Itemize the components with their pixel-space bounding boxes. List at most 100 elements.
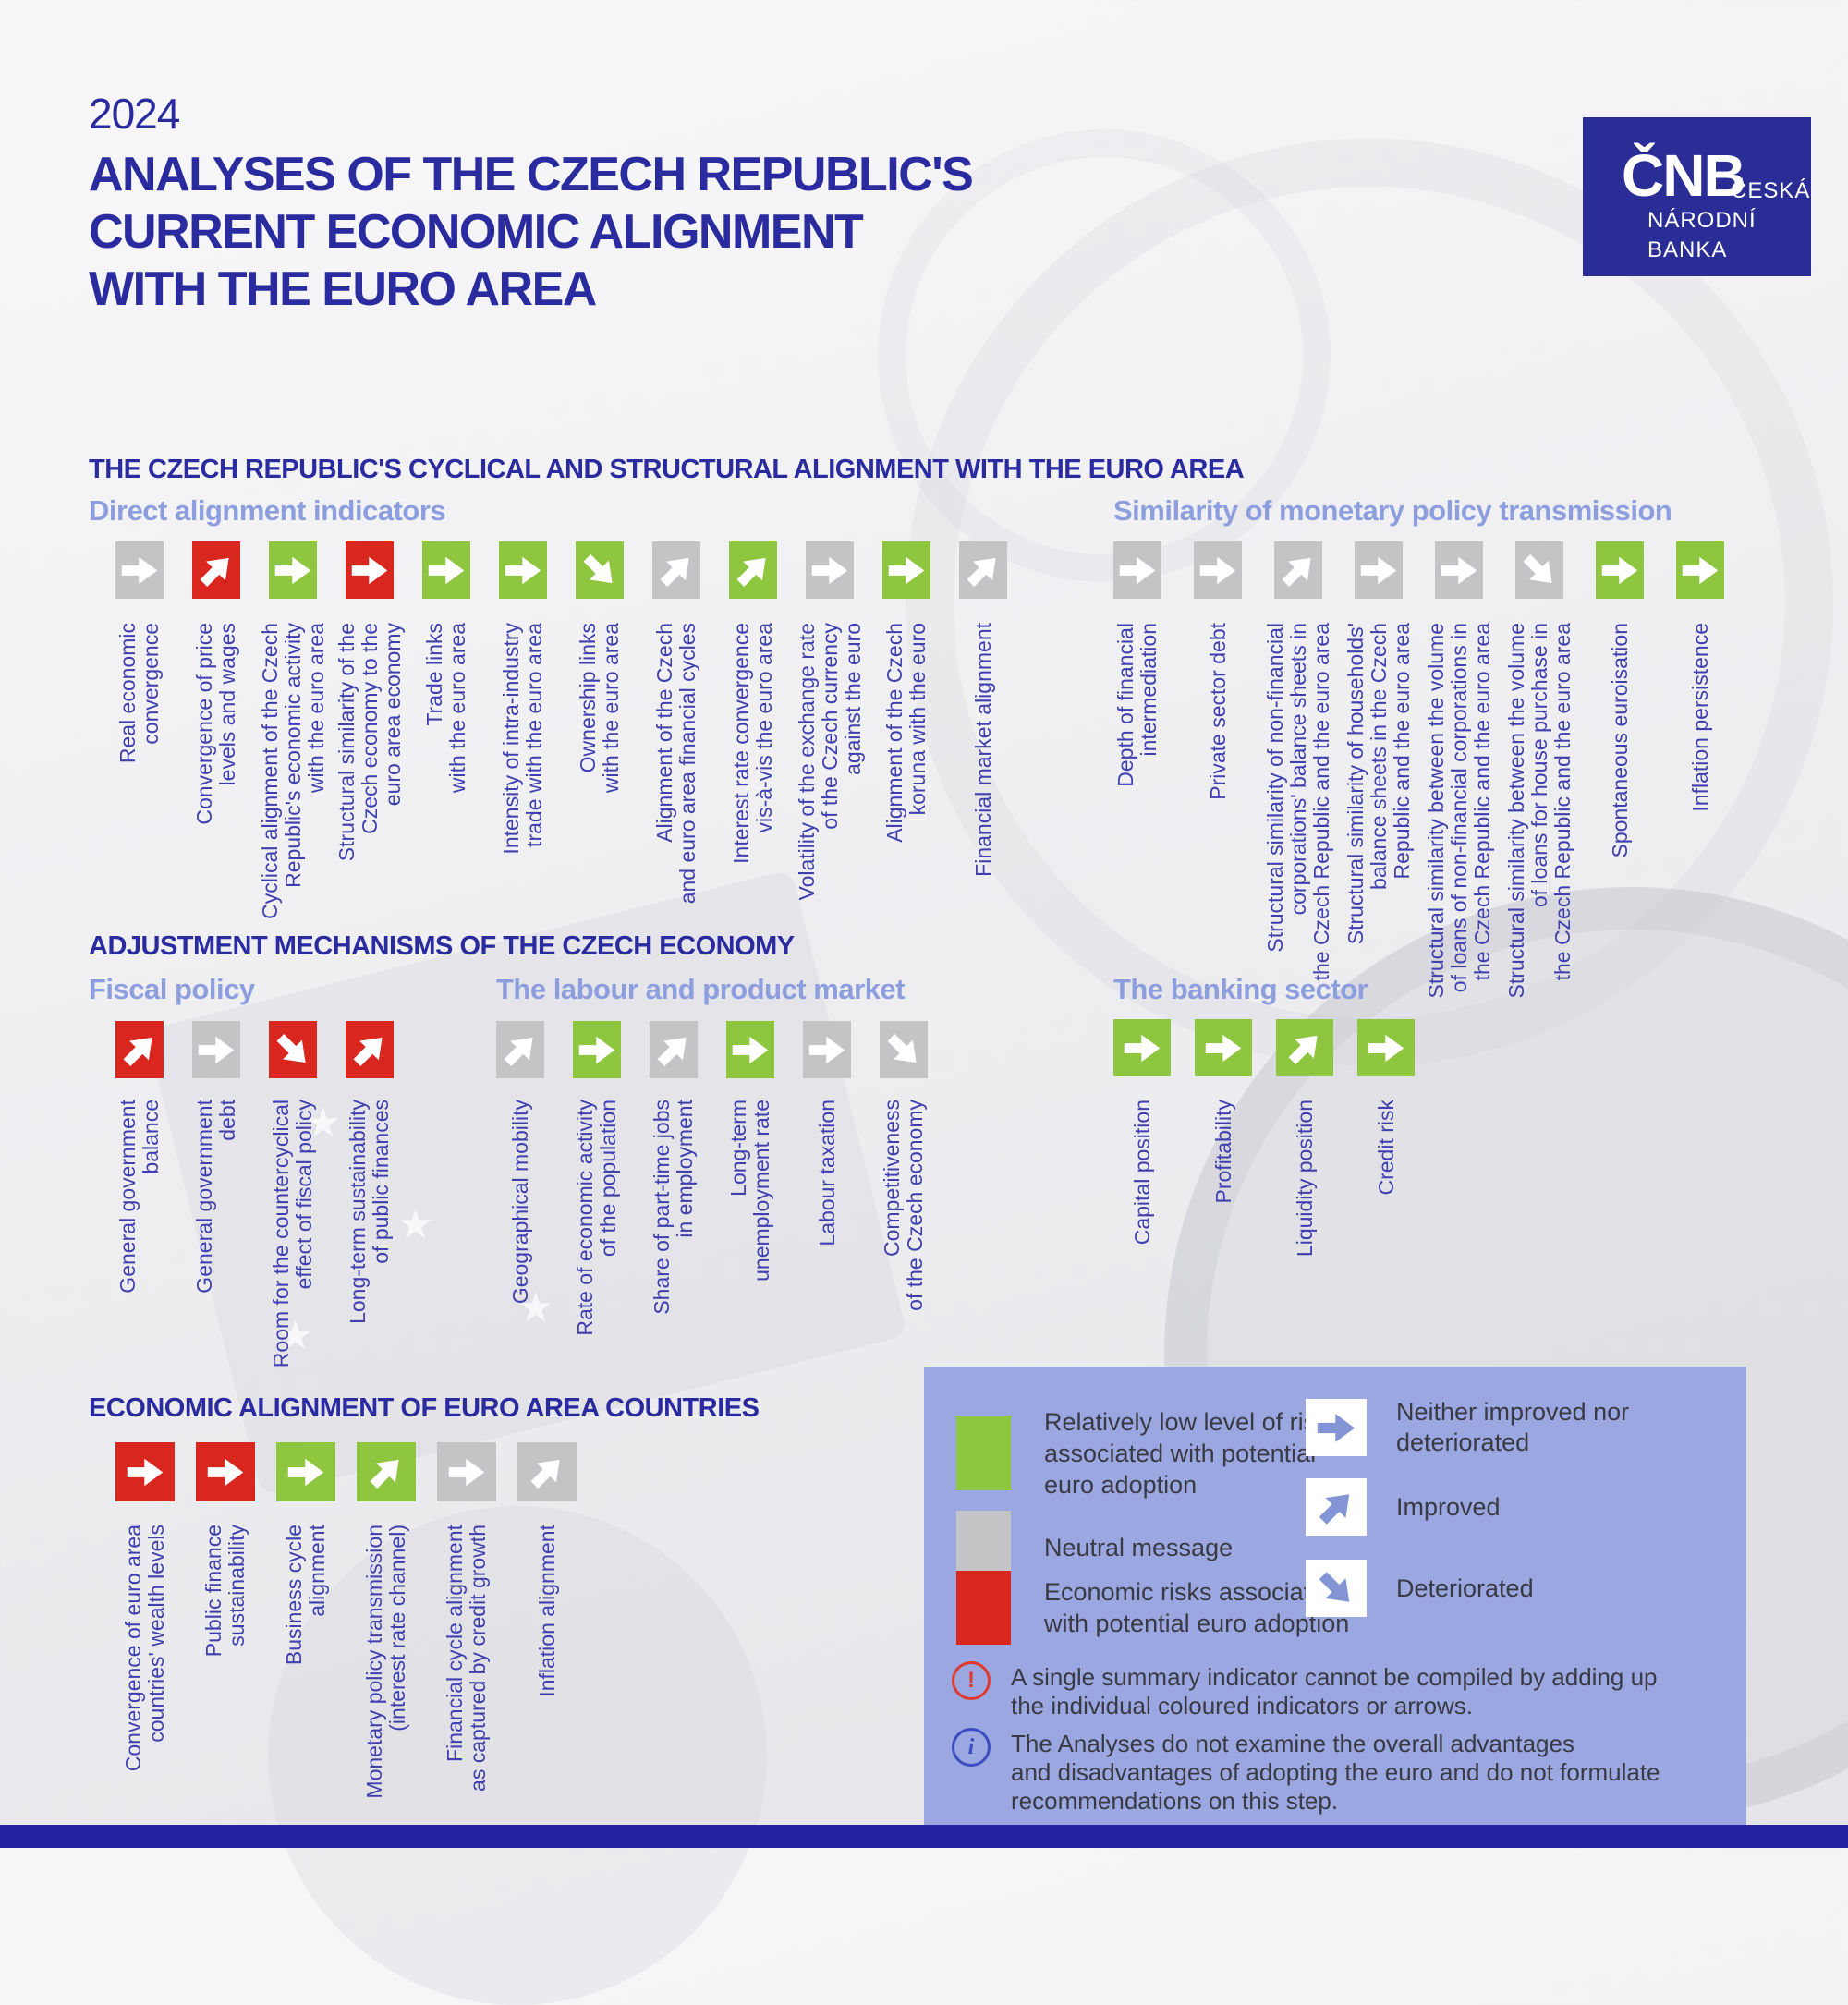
indicator-label-similarity-7: Spontaneous euroisation [1607, 623, 1632, 858]
legend-trend-improved: Improved [1306, 1478, 1501, 1536]
bottom-bar [0, 1825, 1848, 1848]
indicator-box-direct-10 [806, 541, 854, 599]
right-arrow-icon [207, 1458, 244, 1486]
indicator-box-euroarea-1 [116, 1442, 175, 1501]
indicator-label-direct-8: Alignment of the Czech and euro area fin… [652, 623, 699, 905]
indicator-label-euroarea-5: Financial cycle alignment as captured by… [443, 1525, 490, 1792]
section-title-alignment: THE CZECH REPUBLIC'S CYCLICAL AND STRUCT… [89, 455, 1245, 484]
legend-risk-green-label: Relatively low level of risk associated … [1044, 1408, 1329, 1499]
legend-trend-same-label: Neither improved nor deteriorated [1396, 1398, 1630, 1456]
legend-trend-same: Neither improved nor deteriorated [1306, 1397, 1629, 1458]
right-arrow-icon [1601, 556, 1638, 584]
indicator-box-labour-3 [650, 1021, 698, 1078]
indicator-box-banking-1 [1113, 1019, 1171, 1076]
indicator-box-euroarea-4 [357, 1442, 416, 1501]
indicator-label-direct-3: Cyclical alignment of the Czech Republic… [257, 623, 328, 919]
indicator-label-labour-4: Long-term unemployment rate [726, 1100, 773, 1282]
up-right-arrow-icon [967, 557, 996, 587]
right-arrow-icon [1441, 556, 1477, 584]
up-right-arrow-icon [530, 1459, 560, 1489]
indicator-label-euroarea-4: Monetary policy transmission (interest r… [362, 1525, 409, 1799]
down-right-arrow-icon [276, 1033, 306, 1063]
group-title-fiscal: Fiscal policy [89, 973, 255, 1005]
background-star: ★ [277, 1313, 314, 1358]
indicator-label-direct-7: Ownership links with the euro area [576, 623, 623, 794]
cnb-logo-abbr: ČNB [1622, 142, 1746, 209]
right-arrow-icon [505, 556, 541, 584]
indicator-box-similarity-1 [1113, 541, 1161, 599]
indicator-label-labour-2: Rate of economic activity of the populat… [573, 1100, 620, 1336]
indicator-box-direct-4 [346, 541, 394, 599]
infographic-canvas: 2024 ANALYSES OF THE CZECH REPUBLIC'S CU… [0, 90, 1848, 1848]
legend-note-info-text: The Analyses do not examine the overall … [1011, 1730, 1660, 1815]
indicator-box-fiscal-1 [116, 1021, 164, 1078]
right-arrow-icon [808, 1036, 845, 1063]
right-arrow-icon [351, 556, 388, 584]
right-arrow-icon [1360, 556, 1397, 584]
right-arrow-icon [578, 1036, 615, 1063]
up-right-arrow-icon [504, 1037, 533, 1066]
indicator-box-direct-7 [576, 541, 624, 599]
legend-note-warning: ! A single summary indicator cannot be c… [952, 1661, 1658, 1720]
page-title: ANALYSES OF THE CZECH REPUBLIC'S CURRENT… [89, 148, 974, 316]
indicator-box-direct-12 [959, 541, 1007, 599]
indicator-label-euroarea-1: Convergence of euro area countries' weal… [121, 1525, 168, 1772]
right-arrow-icon [732, 1036, 769, 1063]
indicator-box-direct-6 [499, 541, 547, 599]
right-arrow-icon [1199, 556, 1236, 584]
indicator-label-similarity-6: Structural similarity between the volume… [1503, 623, 1574, 999]
right-arrow-icon [127, 1458, 164, 1486]
indicator-box-similarity-8 [1676, 541, 1724, 599]
indicator-label-similarity-4: Structural similarity of households' bal… [1343, 623, 1414, 945]
indicator-label-similarity-3: Structural similarity of non-financial c… [1262, 623, 1333, 981]
group-title-banking: The banking sector [1113, 973, 1368, 1005]
legend-risk-green: Relatively low level of risk associated … [956, 1406, 1329, 1501]
legend-note-info: i The Analyses do not examine the overal… [952, 1728, 1660, 1816]
indicator-box-similarity-4 [1355, 541, 1403, 599]
indicator-label-labour-3: Share of part-time jobs in employment [650, 1100, 697, 1315]
year-label: 2024 [89, 90, 180, 138]
background-star: ★ [517, 1285, 554, 1331]
indicator-label-direct-11: Alignment of the Czech koruna with the e… [882, 623, 930, 843]
up-right-arrow-icon [123, 1037, 152, 1066]
right-arrow-icon [1306, 1399, 1367, 1456]
indicator-box-labour-4 [726, 1021, 774, 1078]
up-right-arrow-icon [370, 1459, 399, 1489]
indicator-label-direct-2: Convergence of price levels and wages [192, 623, 239, 825]
indicator-label-similarity-5: Structural similarity between the volume… [1423, 623, 1494, 999]
indicator-box-fiscal-4 [346, 1021, 394, 1078]
up-right-arrow-icon [1282, 557, 1311, 587]
indicator-box-labour-5 [803, 1021, 851, 1078]
indicator-label-euroarea-6: Inflation alignment [534, 1525, 559, 1697]
indicator-box-direct-3 [269, 541, 317, 599]
down-right-arrow-icon [1523, 553, 1552, 583]
cnb-logo-line1: ČESKÁ [1731, 178, 1811, 203]
right-arrow-icon [121, 556, 158, 584]
indicator-label-euroarea-3: Business cycle alignment [282, 1525, 329, 1666]
indicator-label-direct-1: Real economic convergence [116, 623, 163, 764]
right-arrow-icon [1124, 1034, 1161, 1062]
indicator-box-banking-4 [1357, 1019, 1415, 1076]
legend-note-warning-text: A single summary indicator cannot be com… [1011, 1663, 1658, 1719]
indicator-label-direct-9: Interest rate convergence vis-à-vis the … [729, 623, 776, 864]
right-arrow-icon [1368, 1034, 1404, 1062]
up-right-arrow-icon [353, 1037, 383, 1066]
indicator-label-similarity-8: Inflation persistence [1687, 623, 1712, 812]
section-title-euro-countries: ECONOMIC ALIGNMENT OF EURO AREA COUNTRIE… [89, 1393, 760, 1423]
indicator-label-euroarea-2: Public finance sustainability [201, 1525, 249, 1658]
indicator-box-direct-2 [192, 541, 240, 599]
indicator-label-labour-6: Competitiveness of the Czech economy [880, 1100, 927, 1311]
indicator-label-similarity-2: Private sector debt [1205, 623, 1230, 800]
legend-trend-improved-label: Improved [1396, 1492, 1501, 1521]
down-right-arrow-icon [583, 553, 613, 583]
up-right-arrow-icon [736, 557, 766, 587]
indicator-box-fiscal-3 [269, 1021, 317, 1078]
warning-icon: ! [952, 1661, 991, 1700]
legend-risk-grey-label: Neutral message [1044, 1534, 1234, 1561]
up-right-arrow-icon [657, 1037, 687, 1066]
indicator-label-direct-6: Intensity of intra-industry trade with t… [499, 623, 546, 855]
indicator-box-direct-9 [729, 541, 777, 599]
indicator-box-labour-6 [880, 1021, 928, 1078]
up-right-arrow-icon [660, 557, 689, 587]
indicator-box-fiscal-2 [192, 1021, 240, 1078]
